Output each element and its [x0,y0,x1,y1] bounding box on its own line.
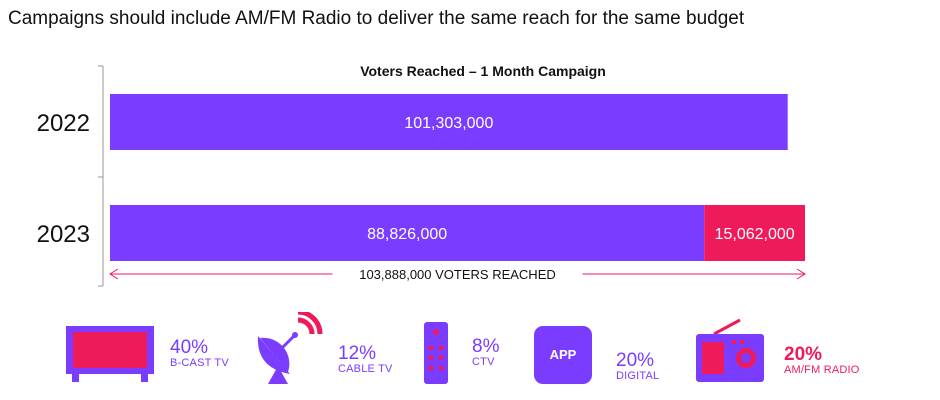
app-icon-text: APP [550,347,577,362]
bar-label: 15,062,000 [715,226,795,243]
legend-label: AM/FM RADIO [784,364,860,377]
annotation-label: 103,888,000 VOTERS REACHED [359,267,556,282]
page-headline: Campaigns should include AM/FM Radio to … [8,8,745,29]
legend-item-bcast-tv: 40% B-CAST TV [64,324,229,384]
legend-pct: 12% [338,343,377,365]
remote-control-icon [424,322,448,384]
legend-item-am-fm-radio: 20% AM/FM RADIO [694,318,860,384]
legend-label: CTV [472,356,495,369]
legend-label: CABLE TV [338,363,393,376]
legend-pct: 40% [170,337,209,359]
chart: Voters Reached – 1 Month Campaign 2022 101… [37,63,806,287]
chart-title: Voters Reached – 1 Month Campaign [360,63,606,79]
category-label: 2023 [37,221,90,248]
bar-label: 101,303,000 [404,115,493,132]
satellite-dish-icon [257,312,323,384]
bar-label: 88,826,000 [367,226,447,243]
app-icon: APP [534,326,592,384]
annotation-arrowhead [796,268,806,280]
radio-icon [696,318,764,382]
bar [110,205,705,261]
legend-pct: 20% [784,344,823,366]
category-label: 2022 [37,110,90,137]
bar [704,205,805,261]
legend-item-ctv: 8% CTV [424,322,499,384]
annotation-arrowhead [109,268,119,280]
legend-pct: 20% [616,350,655,372]
legend-pct: 8% [472,336,500,358]
legend-label: B-CAST TV [170,357,229,370]
bar [110,94,788,150]
legend-label: DIGITAL [616,370,660,383]
tv-icon [66,326,154,382]
legend-item-cable-tv: 12% CABLE TV [254,312,393,386]
legend-item-digital: APP 20% DIGITAL [534,326,659,384]
